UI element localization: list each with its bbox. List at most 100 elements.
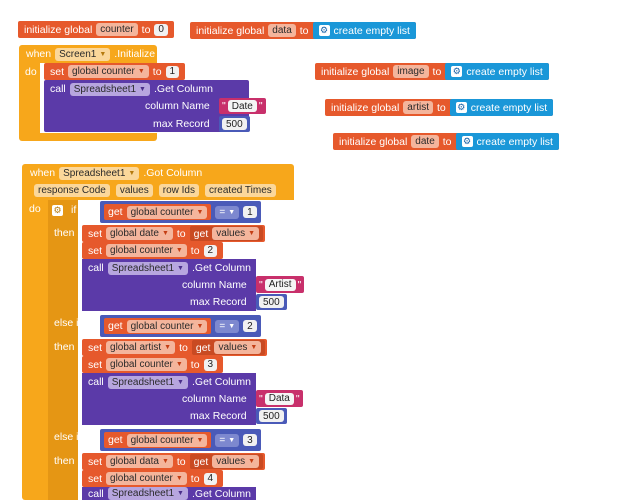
- component-dropdown[interactable]: Spreadsheet1 ▼: [107, 261, 188, 275]
- max-record-label: max Record: [190, 410, 247, 422]
- component-dropdown[interactable]: Screen1 ▼: [55, 47, 111, 61]
- max-record-label: max Record: [153, 118, 210, 130]
- create-empty-list-block[interactable]: ⚙ create empty list: [312, 22, 416, 39]
- call-header: call Spreadsheet1 ▼ .Get Column: [50, 82, 213, 96]
- text-block[interactable]: " Date ": [219, 98, 266, 114]
- init-label: initialize global: [321, 65, 390, 78]
- gear-icon[interactable]: ⚙: [455, 102, 467, 113]
- var-dropdown[interactable]: values ▼: [212, 227, 260, 240]
- get-block[interactable]: get global counter ▼: [104, 318, 212, 334]
- eq-dropdown[interactable]: = ▼: [215, 205, 240, 219]
- get-block[interactable]: get values ▼: [189, 454, 264, 469]
- var-dropdown[interactable]: global data ▼: [106, 455, 173, 468]
- init-label: initialize global: [339, 135, 408, 148]
- gear-icon[interactable]: ⚙: [52, 204, 63, 216]
- compare-block[interactable]: get global counter ▼ = ▼ 2: [100, 315, 261, 337]
- to-label: to: [299, 24, 309, 37]
- set-global-date-block[interactable]: set global date ▼ to get values ▼: [82, 225, 266, 242]
- set-global-counter-block[interactable]: set global counter ▼ to 4: [82, 470, 224, 487]
- gear-icon[interactable]: ⚙: [461, 136, 473, 147]
- init-global-counter[interactable]: initialize global counter to 0: [18, 21, 174, 38]
- column-name-label: column Name: [182, 393, 247, 405]
- create-empty-list-block[interactable]: ⚙ create empty list: [455, 133, 559, 150]
- init-global-date[interactable]: initialize global date to ⚙ create empty…: [333, 133, 559, 150]
- event-header: when Spreadsheet1 ▼ .Got Column: [30, 166, 203, 180]
- param-created-times[interactable]: created Times: [204, 183, 276, 197]
- var-name-field[interactable]: data: [268, 24, 296, 37]
- init-label: initialize global: [24, 23, 93, 36]
- param-row-ids[interactable]: row Ids: [158, 183, 199, 197]
- text-block[interactable]: " Data ": [256, 390, 303, 407]
- var-dropdown[interactable]: global counter ▼: [106, 472, 187, 485]
- to-label: to: [442, 135, 452, 148]
- number-value[interactable]: 1: [165, 65, 180, 78]
- number-value[interactable]: 0: [154, 23, 168, 36]
- number-block[interactable]: 500: [256, 294, 287, 310]
- then-label: then: [54, 227, 75, 239]
- else-if-label: else if: [54, 431, 82, 443]
- create-empty-list-block[interactable]: ⚙ create empty list: [449, 99, 554, 116]
- var-dropdown[interactable]: global counter ▼: [126, 319, 208, 333]
- get-block[interactable]: get values ▼: [191, 340, 266, 355]
- get-block[interactable]: get global counter ▼: [104, 432, 212, 448]
- init-global-artist[interactable]: initialize global artist to ⚙ create emp…: [325, 99, 554, 116]
- call-header: call Spreadsheet1 ▼ .Get Column: [88, 261, 251, 275]
- var-name-field[interactable]: artist: [403, 101, 433, 114]
- to-label: to: [436, 101, 446, 114]
- then-label: then: [54, 455, 75, 467]
- column-name-label: column Name: [182, 279, 247, 291]
- var-name-field[interactable]: counter: [96, 23, 138, 36]
- event-header: when Screen1 ▼ .Initialize: [26, 47, 156, 61]
- var-dropdown[interactable]: global counter ▼: [126, 205, 208, 219]
- var-dropdown[interactable]: values ▼: [212, 455, 260, 468]
- number-block[interactable]: 500: [256, 408, 287, 424]
- event-params: response Code values row Ids created Tim…: [30, 182, 280, 198]
- if-block[interactable]: [48, 200, 78, 500]
- set-global-counter-block[interactable]: set global counter ▼ to 3: [82, 356, 224, 373]
- component-dropdown[interactable]: Spreadsheet1 ▼: [59, 166, 140, 180]
- else-if-label: else if: [54, 317, 82, 329]
- init-global-data[interactable]: initialize global data to ⚙ create empty…: [190, 22, 416, 39]
- compare-block[interactable]: get global counter ▼ = ▼ 3: [100, 429, 261, 451]
- compare-block[interactable]: get global counter ▼ = ▼ 1: [100, 201, 261, 223]
- gear-icon[interactable]: ⚙: [451, 66, 463, 77]
- var-name-field[interactable]: image: [393, 65, 429, 78]
- max-record-label: max Record: [190, 296, 247, 308]
- component-dropdown[interactable]: Spreadsheet1 ▼: [107, 487, 188, 500]
- to-label: to: [432, 65, 442, 78]
- call-header: call Spreadsheet1 ▼ .Get Column: [88, 487, 251, 500]
- do-label: do: [25, 66, 37, 78]
- set-global-counter-block[interactable]: set global counter ▼ to 1: [44, 63, 186, 80]
- get-block[interactable]: get values ▼: [189, 226, 264, 241]
- var-dropdown[interactable]: global counter ▼: [106, 244, 187, 257]
- var-dropdown[interactable]: global counter ▼: [106, 358, 187, 371]
- text-block[interactable]: " Artist ": [256, 276, 305, 293]
- component-dropdown[interactable]: Spreadsheet1 ▼: [107, 375, 188, 389]
- number-block[interactable]: 500: [219, 116, 250, 132]
- create-empty-list-block[interactable]: ⚙ create empty list: [445, 63, 549, 80]
- if-header: ⚙ if: [52, 204, 77, 216]
- var-dropdown[interactable]: global date ▼: [106, 227, 173, 240]
- eq-dropdown[interactable]: = ▼: [215, 319, 240, 333]
- init-label: initialize global: [196, 24, 265, 37]
- var-name-field[interactable]: date: [411, 135, 439, 148]
- get-block[interactable]: get global counter ▼: [104, 204, 212, 220]
- set-global-artist-block[interactable]: set global artist ▼ to get values ▼: [82, 339, 268, 356]
- eq-dropdown[interactable]: = ▼: [215, 433, 240, 447]
- init-label: initialize global: [331, 101, 400, 114]
- param-response-code[interactable]: response Code: [34, 183, 110, 197]
- init-global-image[interactable]: initialize global image to ⚙ create empt…: [315, 63, 549, 80]
- var-dropdown[interactable]: global counter ▼: [68, 65, 149, 78]
- do-label: do: [29, 203, 41, 215]
- to-label: to: [141, 23, 151, 36]
- call-header: call Spreadsheet1 ▼ .Get Column: [88, 375, 251, 389]
- component-dropdown[interactable]: Spreadsheet1 ▼: [69, 82, 150, 96]
- set-global-counter-block[interactable]: set global counter ▼ to 2: [82, 242, 224, 259]
- column-name-label: column Name: [145, 100, 210, 112]
- set-global-data-block[interactable]: set global data ▼ to get values ▼: [82, 453, 266, 470]
- gear-icon[interactable]: ⚙: [318, 25, 330, 36]
- var-dropdown[interactable]: values ▼: [214, 341, 262, 354]
- var-dropdown[interactable]: global counter ▼: [126, 433, 208, 447]
- param-values[interactable]: values: [115, 183, 153, 197]
- var-dropdown[interactable]: global artist ▼: [106, 341, 176, 354]
